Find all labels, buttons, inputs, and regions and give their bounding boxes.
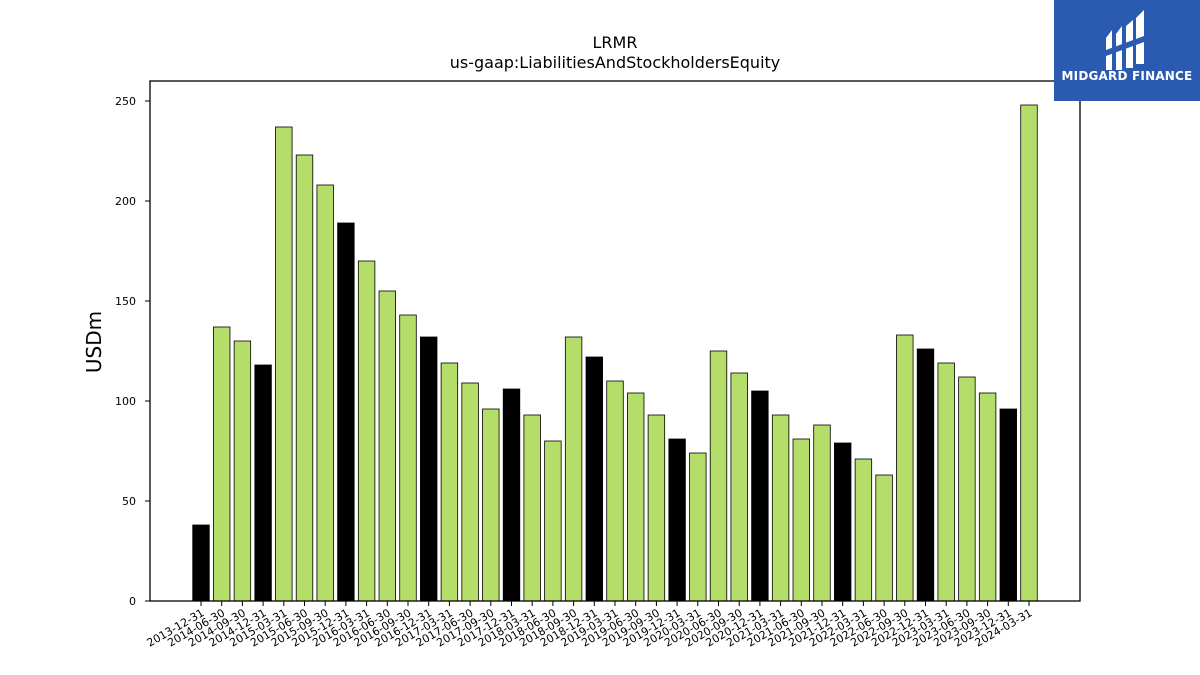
bar [482, 408, 500, 602]
bar [771, 414, 790, 602]
bar [295, 154, 314, 602]
y-tick-label: 100 [115, 395, 136, 408]
y-tick-label: 250 [115, 95, 136, 108]
y-tick-label: 0 [129, 595, 136, 608]
bar [978, 392, 997, 602]
bar [585, 356, 603, 602]
bar [627, 392, 645, 602]
logo-text: MIDGARD FINANCE [1061, 69, 1193, 83]
bar [544, 440, 562, 602]
bar [420, 336, 438, 602]
y-tick-label: 50 [122, 495, 136, 508]
bar [958, 376, 976, 602]
bar [792, 438, 810, 602]
bar [523, 414, 541, 602]
bar [999, 408, 1017, 602]
chart-title: LRMR [593, 33, 638, 52]
bar [378, 290, 396, 602]
plot-frame [149, 80, 1081, 602]
y-tick-label: 150 [115, 295, 136, 308]
bar [357, 260, 376, 602]
chart-subtitle: us-gaap:LiabilitiesAndStockholdersEquity [450, 53, 781, 72]
bar [502, 388, 521, 602]
bar-series [192, 104, 1038, 602]
y-axis-label: USDm [82, 311, 106, 373]
x-axis-ticks: 2013-12-312014-06-302014-09-302014-12-31… [145, 601, 1035, 650]
bar [316, 184, 334, 602]
bar [564, 336, 583, 602]
bar [854, 458, 873, 602]
bar [213, 326, 231, 602]
y-tick-label: 200 [115, 195, 136, 208]
bar [440, 362, 459, 602]
bar [916, 348, 935, 602]
bar [606, 380, 624, 602]
bar [647, 414, 666, 602]
bar [233, 340, 252, 602]
bar [689, 452, 707, 602]
bar [709, 350, 728, 602]
bar [813, 424, 831, 602]
bar [337, 222, 355, 602]
midgard-finance-logo: MIDGARD FINANCE [1054, 0, 1200, 101]
bar [875, 474, 893, 602]
logo-mark-icon [1106, 10, 1144, 70]
bar [937, 362, 955, 602]
bar [730, 372, 748, 602]
bar [192, 524, 210, 602]
bar [254, 364, 272, 602]
bar [461, 382, 479, 602]
bar [399, 314, 417, 602]
bar [275, 126, 293, 602]
bar [834, 442, 852, 602]
bar [668, 438, 686, 602]
bar [1020, 104, 1038, 602]
y-axis-ticks: 0 50 100 150 200 250 [115, 95, 150, 608]
bar [751, 390, 769, 602]
bar [896, 334, 914, 602]
